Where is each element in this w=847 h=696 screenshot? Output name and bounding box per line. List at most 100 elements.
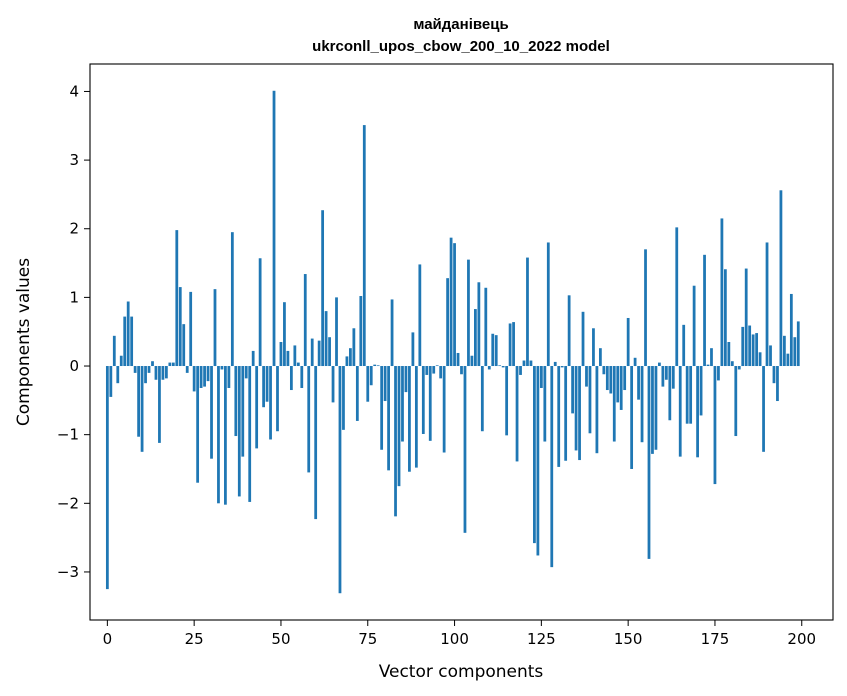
bar — [296, 362, 300, 367]
bar — [682, 324, 686, 367]
bar — [574, 366, 578, 451]
bar — [678, 366, 682, 457]
bar — [592, 328, 595, 367]
bar — [529, 360, 533, 367]
bar — [206, 366, 210, 382]
bar — [560, 366, 564, 368]
bar — [116, 366, 120, 384]
bar — [640, 366, 644, 443]
bar — [227, 366, 231, 388]
bar — [637, 366, 640, 400]
bar — [501, 366, 505, 368]
bar — [661, 366, 665, 387]
bar — [703, 254, 706, 367]
bar — [605, 366, 609, 391]
bar — [432, 366, 436, 374]
bar — [796, 321, 800, 367]
bar — [151, 361, 154, 367]
x-tick-label: 100 — [440, 630, 469, 648]
bar — [428, 366, 432, 441]
bar — [164, 366, 168, 379]
bar — [744, 268, 748, 367]
y-tick-label: 3 — [69, 151, 79, 169]
bar — [442, 366, 446, 453]
x-tick-label: 25 — [185, 630, 204, 648]
y-tick-label: −3 — [57, 563, 79, 581]
bar — [581, 311, 585, 367]
bars-group — [105, 90, 800, 594]
bar — [140, 366, 144, 452]
bar — [349, 348, 352, 367]
bar — [696, 366, 699, 458]
bar — [772, 366, 776, 384]
bar — [324, 311, 328, 367]
bar — [366, 366, 370, 402]
bar — [185, 366, 189, 373]
bar — [616, 366, 620, 403]
bar — [512, 322, 515, 367]
bar — [564, 366, 568, 461]
bar — [234, 366, 238, 437]
bar — [345, 356, 349, 367]
bar — [224, 366, 227, 505]
bar — [480, 366, 484, 432]
bar — [383, 366, 387, 402]
x-tick-label: 200 — [787, 630, 816, 648]
bar — [786, 353, 790, 367]
bar — [321, 210, 325, 367]
bar — [571, 366, 574, 414]
bar — [418, 264, 422, 367]
bar — [783, 335, 786, 367]
bar — [112, 335, 116, 367]
bar — [435, 365, 439, 367]
bar — [498, 365, 502, 367]
bar — [373, 364, 377, 367]
bar — [467, 259, 470, 367]
bar — [526, 257, 529, 367]
bar — [533, 366, 536, 544]
bar — [449, 237, 453, 367]
bar — [487, 366, 491, 370]
bar — [276, 366, 279, 432]
bar — [196, 366, 200, 483]
bar — [269, 366, 272, 440]
bar — [630, 366, 634, 469]
bar — [404, 366, 408, 393]
bar — [352, 328, 356, 367]
bar — [737, 366, 741, 370]
bar — [265, 366, 269, 402]
bar — [633, 357, 637, 367]
bar — [335, 297, 338, 367]
bar — [463, 366, 467, 533]
bar — [474, 309, 477, 367]
bar — [397, 366, 401, 487]
bar — [453, 243, 456, 367]
bar — [484, 287, 488, 367]
bar — [720, 218, 724, 367]
bar — [248, 366, 252, 502]
bar — [272, 90, 276, 367]
bar — [123, 316, 127, 367]
bar — [213, 289, 217, 367]
bar — [762, 366, 765, 452]
bar — [553, 361, 557, 367]
bar — [543, 366, 547, 442]
bar — [133, 366, 137, 373]
bar — [255, 366, 259, 449]
bar — [654, 366, 658, 450]
bar — [355, 366, 359, 421]
y-axis-ticks: −3 −2 −1 0 1 2 3 4 — [57, 82, 90, 581]
bar — [307, 366, 311, 473]
bar — [230, 232, 234, 367]
plot-frame — [89, 63, 834, 621]
bar — [557, 366, 561, 467]
bar — [602, 366, 606, 375]
bar — [769, 345, 772, 367]
bar — [283, 302, 286, 367]
bar — [394, 366, 397, 517]
bar — [651, 366, 654, 454]
bar — [314, 366, 318, 520]
bar — [519, 366, 522, 375]
bar — [647, 366, 651, 559]
bar — [241, 366, 245, 457]
